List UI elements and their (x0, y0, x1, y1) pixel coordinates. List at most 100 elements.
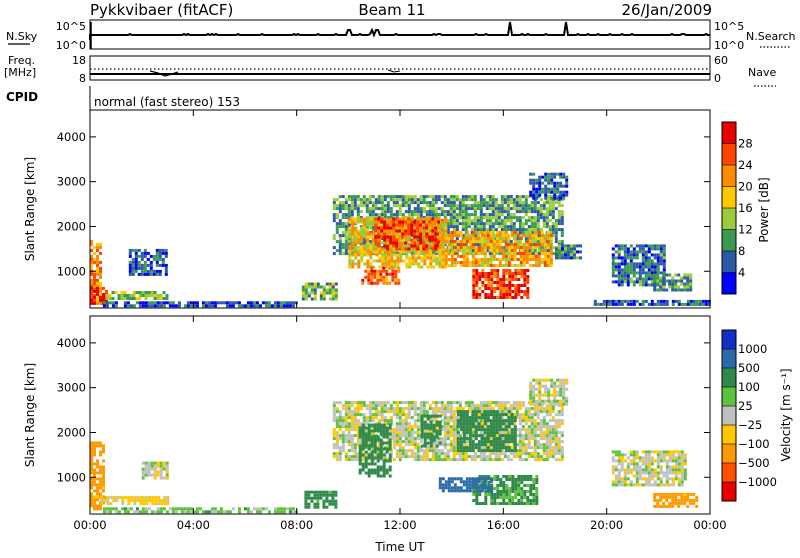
heatmap-cell (413, 236, 416, 239)
heatmap-cell (150, 273, 153, 276)
heatmap-cell (154, 502, 157, 505)
heatmap-cell (502, 281, 505, 284)
heatmap-cell (528, 407, 531, 410)
heatmap-cell (532, 185, 535, 188)
heatmap-cell (377, 427, 380, 430)
heatmap-cell (495, 455, 498, 458)
heatmap-cell (487, 237, 490, 240)
heatmap-cell (377, 457, 380, 460)
heatmap-cell (624, 253, 627, 256)
heatmap-cell (154, 468, 157, 471)
heatmap-cell (558, 437, 561, 440)
heatmap-cell (417, 266, 420, 269)
heatmap-cell (351, 401, 354, 404)
heatmap-cell (156, 261, 159, 264)
heatmap-cell (115, 304, 118, 307)
heatmap-cell (541, 182, 544, 185)
heatmap-cell (402, 452, 405, 455)
heatmap-cell (561, 204, 564, 207)
heatmap-cell (387, 419, 390, 422)
heatmap-cell (683, 274, 686, 277)
heatmap-cell (543, 213, 546, 216)
heatmap-cell (369, 263, 372, 266)
heatmap-cell (478, 275, 481, 278)
heatmap-cell (434, 221, 437, 224)
heatmap-cell (109, 297, 112, 300)
heatmap-cell (395, 221, 398, 224)
heatmap-cell (526, 249, 529, 252)
heatmap-cell (320, 295, 323, 298)
heatmap-cell (396, 443, 399, 446)
heatmap-cell (507, 431, 510, 434)
heatmap-cell (663, 265, 666, 268)
heatmap-cell (558, 244, 561, 247)
heatmap-cell (156, 258, 159, 261)
heatmap-cell (211, 510, 214, 513)
heatmap-cell (439, 258, 442, 261)
heatmap-cell (336, 249, 339, 252)
heatmap-cell (642, 247, 645, 250)
heatmap-cell (420, 257, 423, 260)
heatmap-cell (106, 499, 109, 502)
heatmap-cell (410, 218, 413, 221)
heatmap-cell (552, 204, 555, 207)
heatmap-cell (659, 277, 662, 280)
heatmap-cell (393, 431, 396, 434)
heatmap-cell (519, 449, 522, 452)
heatmap-cell (141, 273, 144, 276)
heatmap-cell (357, 218, 360, 221)
heatmap-cell (93, 447, 96, 450)
heatmap-cell (484, 234, 487, 237)
heatmap-cell (469, 264, 472, 267)
heatmap-cell (555, 413, 558, 416)
heatmap-cell (555, 437, 558, 440)
heatmap-cell (438, 401, 441, 404)
heatmap-cell (618, 300, 621, 303)
heatmap-cell (432, 449, 435, 452)
heatmap-cell (639, 303, 642, 306)
heatmap-cell (262, 301, 265, 304)
heatmap-cell (429, 213, 432, 216)
heatmap-cell (96, 290, 99, 293)
heatmap-cell (333, 252, 336, 255)
heatmap-cell (366, 251, 369, 254)
heatmap-cell (534, 219, 537, 222)
heatmap-cell (99, 441, 102, 444)
heatmap-cell (483, 452, 486, 455)
heatmap-cell (351, 419, 354, 422)
heatmap-cell (555, 228, 558, 231)
heatmap-cell (159, 252, 162, 255)
heatmap-cell (411, 213, 414, 216)
heatmap-cell (339, 204, 342, 207)
heatmap-cell (420, 455, 423, 458)
heatmap-cell (450, 425, 453, 428)
heatmap-cell (163, 477, 166, 480)
heatmap-cell (447, 198, 450, 201)
heatmap-cell (354, 218, 357, 221)
heatmap-cell (334, 500, 337, 503)
heatmap-cell (432, 260, 435, 263)
heatmap-cell (133, 496, 136, 499)
heatmap-cell (522, 231, 525, 234)
heatmap-cell (483, 222, 486, 225)
heatmap-cell (609, 303, 612, 306)
heatmap-cell (526, 243, 529, 246)
heatmap-cell (99, 290, 102, 293)
heatmap-cell (426, 201, 429, 204)
heatmap-cell (480, 452, 483, 455)
nsky-trace (90, 22, 710, 40)
heatmap-cell (399, 213, 402, 216)
heatmap-cell (148, 471, 151, 474)
heatmap-cell (558, 413, 561, 416)
heatmap-cell (550, 197, 553, 200)
heatmap-cell (648, 250, 651, 253)
heatmap-cell (507, 225, 510, 228)
heatmap-cell (528, 431, 531, 434)
heatmap-cell (362, 442, 365, 445)
heatmap-cell (366, 198, 369, 201)
heatmap-cell (438, 410, 441, 413)
heatmap-cell (115, 507, 118, 510)
heatmap-cell (402, 455, 405, 458)
heatmap-cell (256, 301, 259, 304)
heatmap-cell (405, 204, 408, 207)
